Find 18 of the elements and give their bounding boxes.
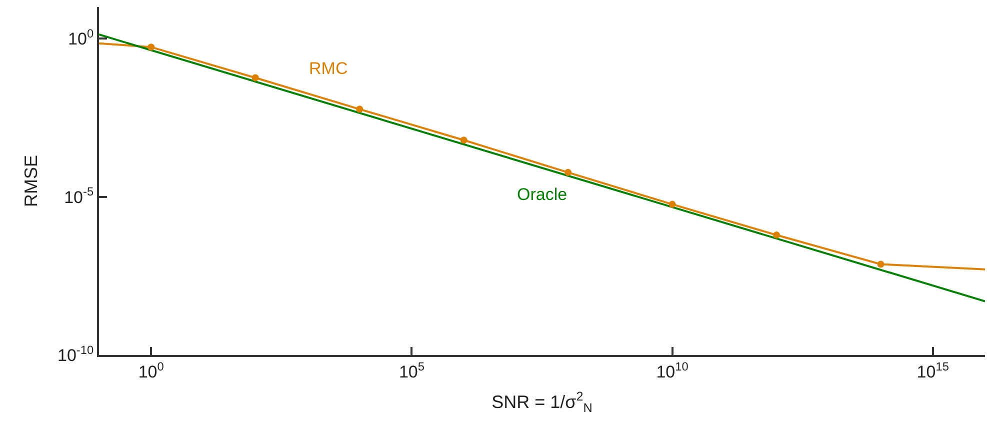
x-tick-label: 10$^{15}$ <box>916 359 950 382</box>
y-tick-label: 10$^{-10}$ <box>57 342 94 365</box>
point <box>773 232 780 239</box>
y-tick-label: 10$^{-5}$ <box>64 184 94 207</box>
point <box>564 168 572 176</box>
series-label: RMC <box>309 59 348 78</box>
y-axis-title: RMSE <box>21 154 42 208</box>
x-tick-label: 10$^{5}$ <box>398 359 425 382</box>
point <box>252 74 259 82</box>
point <box>877 260 884 268</box>
x-tick-label: 10$^{10}$ <box>656 359 689 382</box>
point <box>460 136 468 144</box>
x-tick-label: 10$^{0}$ <box>138 359 164 382</box>
point <box>148 44 155 51</box>
series-label: Oracle <box>517 185 568 204</box>
y-tick-label: 10$^{0}$ <box>68 26 94 49</box>
point <box>356 106 364 113</box>
point <box>668 200 676 208</box>
